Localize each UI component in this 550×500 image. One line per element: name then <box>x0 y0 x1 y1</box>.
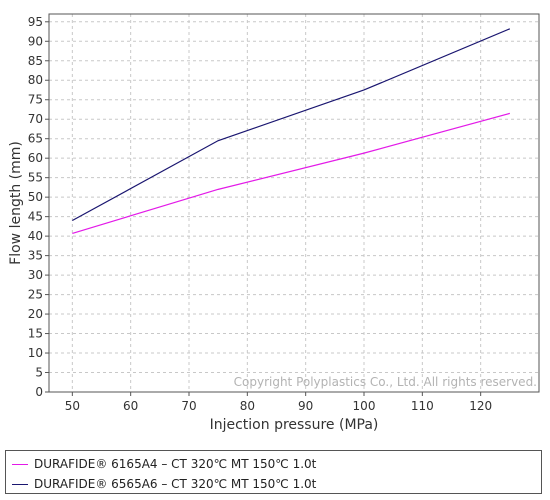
y-tick-label: 10 <box>28 346 43 360</box>
y-tick-label: 90 <box>28 34 43 48</box>
y-tick-label: 20 <box>28 307 43 321</box>
y-tick-label: 80 <box>28 73 43 87</box>
y-tick-label: 55 <box>28 171 43 185</box>
y-tick-label: 25 <box>28 288 43 302</box>
flow-length-chart: 50 60 70 80 90 100 110 120 0 5 10 15 20 25 30 35 40 45 50 5… <box>8 13 540 433</box>
copyright-watermark: Copyright Polyplastics Co., Ltd. All rig… <box>234 375 537 389</box>
series-line-2 <box>72 28 511 222</box>
y-tick-label: 65 <box>28 132 43 146</box>
legend-swatch-series-2 <box>12 483 28 485</box>
x-tick-label: 110 <box>411 399 434 413</box>
y-tick-label: 0 <box>35 385 43 399</box>
x-tick-label: 70 <box>181 399 196 413</box>
chart-legend: DURAFIDE® 6165A4 – CT 320℃ MT 150℃ 1.0t … <box>5 450 542 494</box>
legend-swatch-series-1 <box>12 463 28 465</box>
y-tick-label: 35 <box>28 249 43 263</box>
x-tick-label: 90 <box>298 399 313 413</box>
series-line-1 <box>72 112 510 234</box>
y-tick-label: 50 <box>28 190 43 204</box>
legend-item-series-2: DURAFIDE® 6565A6 – CT 320℃ MT 150℃ 1.0t <box>12 475 316 493</box>
x-tick-label: 60 <box>123 399 138 413</box>
x-tick-label: 120 <box>469 399 492 413</box>
legend-label-series-2: DURAFIDE® 6565A6 – CT 320℃ MT 150℃ 1.0t <box>34 477 317 491</box>
axis-ticks: 50 60 70 80 90 100 110 120 0 5 10 15 20 25 30 35 40 45 50 5… <box>28 15 492 413</box>
grid-lines <box>49 14 539 393</box>
y-tick-label: 45 <box>28 210 43 224</box>
x-tick-label: 80 <box>240 399 255 413</box>
y-tick-label: 60 <box>28 151 43 165</box>
y-tick-label: 15 <box>28 327 43 341</box>
plot-frame <box>48 13 540 393</box>
y-tick-label: 75 <box>28 93 43 107</box>
y-tick-label: 70 <box>28 112 43 126</box>
y-axis-title: Flow length (mm) <box>8 141 24 265</box>
y-tick-label: 85 <box>28 54 43 68</box>
legend-label-series-1: DURAFIDE® 6165A4 – CT 320℃ MT 150℃ 1.0t <box>34 457 317 471</box>
legend-item-series-1: DURAFIDE® 6165A4 – CT 320℃ MT 150℃ 1.0t <box>12 455 316 473</box>
x-tick-label: 50 <box>65 399 80 413</box>
y-tick-label: 5 <box>35 366 43 380</box>
x-axis-title: Injection pressure (MPa) <box>210 417 379 433</box>
y-tick-label: 95 <box>28 15 43 29</box>
y-tick-label: 30 <box>28 268 43 282</box>
x-tick-label: 100 <box>353 399 376 413</box>
y-tick-label: 40 <box>28 229 43 243</box>
series-lines <box>72 28 511 234</box>
